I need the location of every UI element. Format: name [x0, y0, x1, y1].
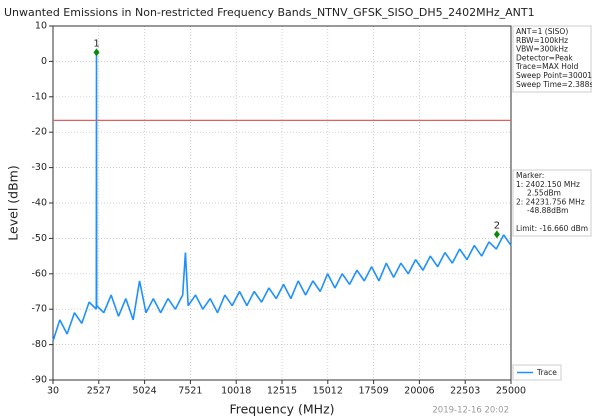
settings-text: VBW=300kHz	[516, 45, 568, 54]
marker-label: 1	[93, 38, 99, 49]
x-tick-label: 25000	[496, 386, 526, 397]
marker-freq: 2: 24231.756 MHz	[516, 197, 585, 206]
marker-freq: 1: 2402.150 MHz	[516, 180, 580, 189]
marker-label: 2	[494, 220, 500, 231]
y-tick-label: -60	[31, 268, 47, 279]
settings-text: Trace=MAX Hold	[515, 62, 579, 71]
limit-text: Limit: -16.660 dBm	[516, 224, 588, 233]
y-tick-label: -70	[31, 304, 47, 315]
x-axis-label: Frequency (MHz)	[229, 402, 334, 417]
x-tick-label: 30	[47, 386, 59, 397]
y-tick-label: -20	[31, 127, 47, 138]
y-tick-label: -50	[31, 233, 47, 244]
x-tick-label: 20006	[404, 386, 434, 397]
marker-heading: Marker:	[516, 171, 544, 180]
x-tick-label: 2527	[87, 386, 111, 397]
legend-box	[512, 364, 562, 381]
settings-text: RBW=100kHz	[516, 36, 568, 45]
y-axis-label: Level (dBm)	[6, 165, 21, 240]
marker-box	[512, 169, 592, 237]
legend-label: Trace	[536, 368, 557, 377]
x-tick-label: 7521	[178, 386, 202, 397]
x-tick-label: 10018	[221, 386, 251, 397]
timestamp: 2019-12-16 20:02	[432, 406, 509, 416]
plot-frame	[52, 25, 512, 381]
marker-diamond	[493, 230, 500, 239]
settings-text: Sweep Point=30001	[516, 71, 592, 80]
trace-line	[52, 52, 512, 342]
y-tick-label: -40	[31, 198, 47, 209]
y-tick-label: -90	[31, 375, 47, 386]
marker-level: 2.55dBm	[527, 189, 561, 198]
marker-diamond	[93, 48, 100, 57]
y-tick-label: 10	[35, 21, 47, 32]
chart-title: Unwanted Emissions in Non-restricted Fre…	[4, 6, 535, 19]
x-tick-label: 12515	[267, 386, 297, 397]
x-tick-label: 17509	[358, 386, 388, 397]
y-tick-label: -80	[31, 339, 47, 350]
y-tick-label: 0	[41, 56, 47, 67]
marker-level: -48.88dBm	[527, 206, 568, 215]
settings-box	[512, 25, 592, 93]
y-tick-label: -30	[31, 162, 47, 173]
settings-text: Detector=Peak	[516, 53, 573, 62]
x-tick-label: 22503	[450, 386, 480, 397]
x-tick-label: 5024	[133, 386, 157, 397]
settings-text: ANT=1 (SISO)	[516, 27, 568, 36]
y-tick-label: -10	[31, 91, 47, 102]
x-tick-label: 15012	[313, 386, 343, 397]
settings-text: Sweep Time=2.388s	[516, 80, 592, 89]
